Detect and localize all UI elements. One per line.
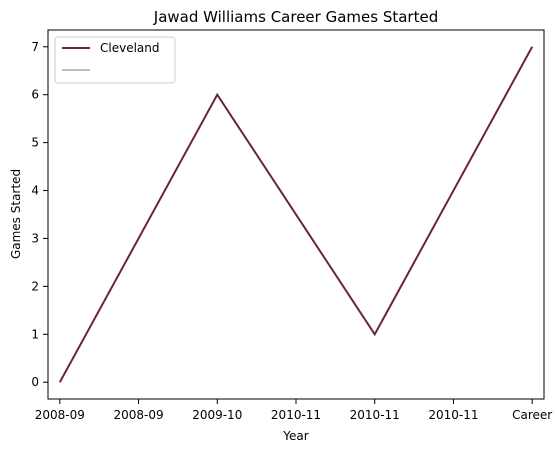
x-tick-label: 2010-11	[350, 408, 400, 422]
series-layer	[58, 46, 534, 383]
x-tick-label: 2008-09	[113, 408, 163, 422]
y-tick-label: 5	[31, 136, 39, 150]
x-tick-label: 2010-11	[271, 408, 321, 422]
y-tick-label: 1	[31, 327, 39, 341]
y-tick-label: 3	[31, 231, 39, 245]
legend: Cleveland	[54, 36, 176, 84]
x-tick-label: 2009-10	[192, 408, 242, 422]
legend-label-cleveland: Cleveland	[100, 41, 160, 55]
x-axis: 2008-09 2008-09 2009-10 2010-11 2010-11 2010-…	[35, 399, 552, 422]
y-tick-label: 7	[31, 40, 39, 54]
y-tick-label: 6	[31, 88, 39, 102]
x-tick-label: 2008-09	[35, 408, 85, 422]
x-tick-label: 2010-11	[428, 408, 478, 422]
series-line-cleveland	[58, 46, 534, 383]
x-tick-label: Career	[512, 408, 552, 422]
y-tick-label: 2	[31, 279, 39, 293]
chart-title: Jawad Williams Career Games Started	[153, 8, 438, 26]
x-axis-label: Year	[282, 429, 308, 443]
y-tick-label: 0	[31, 375, 39, 389]
y-tick-label: 4	[31, 184, 39, 198]
y-axis: 0 1 2 3 4 5 6 7	[31, 40, 48, 389]
y-axis-label: Games Started	[9, 169, 23, 259]
